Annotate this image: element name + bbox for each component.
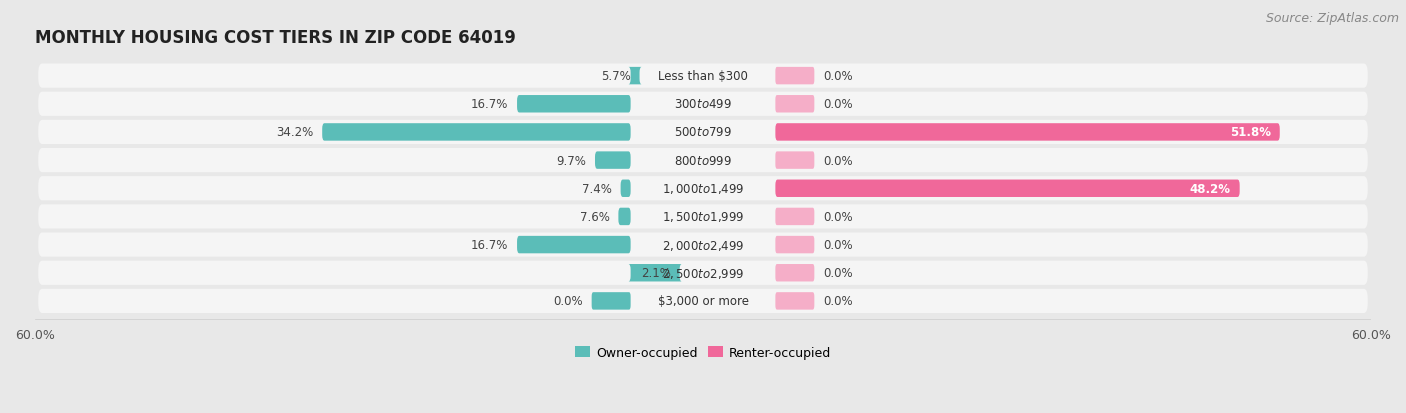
FancyBboxPatch shape — [775, 152, 814, 169]
Text: 0.0%: 0.0% — [824, 70, 853, 83]
Text: 5.7%: 5.7% — [600, 70, 631, 83]
FancyBboxPatch shape — [38, 121, 1368, 145]
FancyBboxPatch shape — [595, 152, 631, 169]
Text: Source: ZipAtlas.com: Source: ZipAtlas.com — [1265, 12, 1399, 25]
Text: 16.7%: 16.7% — [471, 98, 508, 111]
FancyBboxPatch shape — [517, 236, 631, 254]
Text: 51.8%: 51.8% — [1230, 126, 1271, 139]
FancyBboxPatch shape — [775, 236, 814, 254]
Text: 0.0%: 0.0% — [824, 98, 853, 111]
Text: 7.4%: 7.4% — [582, 182, 612, 195]
FancyBboxPatch shape — [775, 208, 814, 225]
FancyBboxPatch shape — [322, 124, 631, 141]
Text: Less than $300: Less than $300 — [658, 70, 748, 83]
FancyBboxPatch shape — [620, 180, 631, 197]
Text: 0.0%: 0.0% — [824, 238, 853, 252]
FancyBboxPatch shape — [775, 292, 814, 310]
FancyBboxPatch shape — [775, 96, 814, 113]
FancyBboxPatch shape — [775, 124, 1279, 141]
FancyBboxPatch shape — [775, 264, 814, 282]
Text: 0.0%: 0.0% — [553, 295, 582, 308]
Text: $1,000 to $1,499: $1,000 to $1,499 — [662, 182, 744, 196]
Text: $2,500 to $2,999: $2,500 to $2,999 — [662, 266, 744, 280]
Text: $500 to $799: $500 to $799 — [673, 126, 733, 139]
FancyBboxPatch shape — [38, 64, 1368, 88]
Text: 0.0%: 0.0% — [824, 267, 853, 280]
Text: 0.0%: 0.0% — [824, 154, 853, 167]
FancyBboxPatch shape — [38, 205, 1368, 229]
FancyBboxPatch shape — [775, 68, 814, 85]
FancyBboxPatch shape — [628, 68, 641, 85]
Text: $800 to $999: $800 to $999 — [673, 154, 733, 167]
FancyBboxPatch shape — [619, 208, 631, 225]
FancyBboxPatch shape — [775, 180, 1240, 197]
FancyBboxPatch shape — [517, 96, 631, 113]
FancyBboxPatch shape — [38, 233, 1368, 257]
Text: 7.6%: 7.6% — [579, 210, 609, 223]
FancyBboxPatch shape — [38, 149, 1368, 173]
Text: $300 to $499: $300 to $499 — [673, 98, 733, 111]
Text: 34.2%: 34.2% — [276, 126, 314, 139]
FancyBboxPatch shape — [628, 264, 682, 282]
Text: $1,500 to $1,999: $1,500 to $1,999 — [662, 210, 744, 224]
Text: 0.0%: 0.0% — [824, 210, 853, 223]
FancyBboxPatch shape — [38, 93, 1368, 116]
Text: $2,000 to $2,499: $2,000 to $2,499 — [662, 238, 744, 252]
Text: 48.2%: 48.2% — [1189, 182, 1230, 195]
Legend: Owner-occupied, Renter-occupied: Owner-occupied, Renter-occupied — [569, 341, 837, 364]
FancyBboxPatch shape — [592, 292, 631, 310]
FancyBboxPatch shape — [38, 289, 1368, 313]
Text: 9.7%: 9.7% — [557, 154, 586, 167]
FancyBboxPatch shape — [38, 177, 1368, 201]
Text: 2.1%: 2.1% — [641, 267, 671, 280]
Text: 16.7%: 16.7% — [471, 238, 508, 252]
Text: MONTHLY HOUSING COST TIERS IN ZIP CODE 64019: MONTHLY HOUSING COST TIERS IN ZIP CODE 6… — [35, 29, 516, 47]
Text: $3,000 or more: $3,000 or more — [658, 295, 748, 308]
Text: 0.0%: 0.0% — [824, 295, 853, 308]
FancyBboxPatch shape — [38, 261, 1368, 285]
